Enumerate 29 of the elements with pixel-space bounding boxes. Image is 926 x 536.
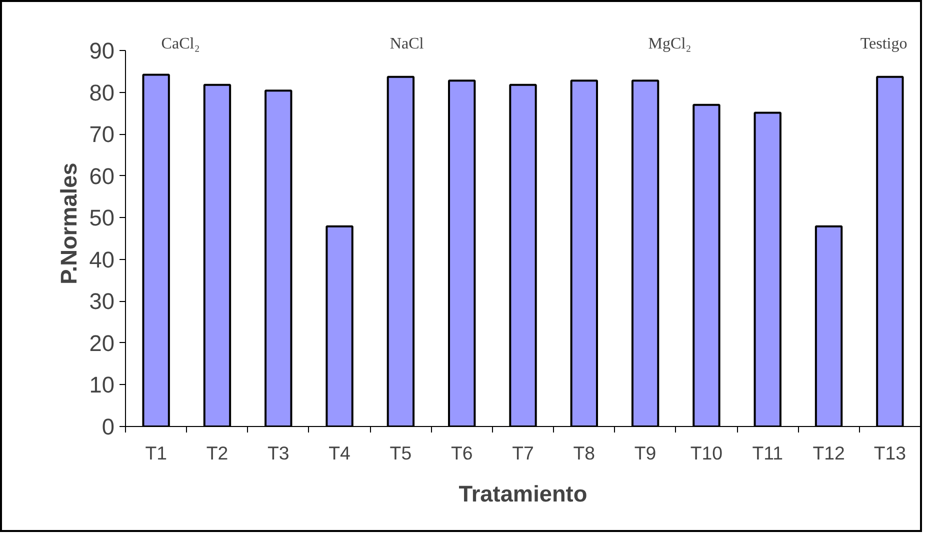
x-tick-label: T7 bbox=[512, 442, 534, 464]
y-tick-label: 0 bbox=[102, 414, 115, 440]
annotation: Testigo bbox=[860, 36, 908, 53]
x-axis-title: Tratamiento bbox=[458, 480, 588, 506]
y-tick-label: 80 bbox=[89, 79, 114, 106]
x-tick-label: T6 bbox=[450, 442, 473, 464]
x-tick-label: T8 bbox=[573, 442, 596, 464]
y-tick-label: 30 bbox=[89, 288, 114, 314]
y-tick-label: 10 bbox=[89, 372, 114, 398]
y-tick-label: 20 bbox=[89, 330, 114, 356]
annotation: CaCl₂ bbox=[161, 36, 200, 53]
y-tick-label: 90 bbox=[89, 38, 114, 64]
y-tick-label: 50 bbox=[89, 204, 114, 231]
y-tick-label: 70 bbox=[89, 121, 114, 148]
x-tick-label: T5 bbox=[390, 442, 412, 464]
x-tick-label: T1 bbox=[145, 442, 167, 464]
x-tick-label: T9 bbox=[634, 442, 656, 464]
y-axis-title: P.Normales bbox=[55, 162, 82, 284]
x-tick-label: T11 bbox=[752, 442, 783, 464]
x-tick-label: T3 bbox=[268, 442, 290, 464]
y-tick-label: 40 bbox=[89, 246, 114, 272]
x-tick-label: T13 bbox=[874, 442, 906, 464]
x-tick-label: T2 bbox=[206, 442, 228, 464]
x-tick-label: T12 bbox=[812, 442, 845, 464]
annotation: MgCl₂ bbox=[648, 36, 692, 53]
x-tick-label: T4 bbox=[328, 442, 350, 464]
y-tick-label: 60 bbox=[89, 162, 114, 189]
x-tick-label: T10 bbox=[690, 442, 723, 464]
annotation: NaCl bbox=[390, 36, 424, 53]
